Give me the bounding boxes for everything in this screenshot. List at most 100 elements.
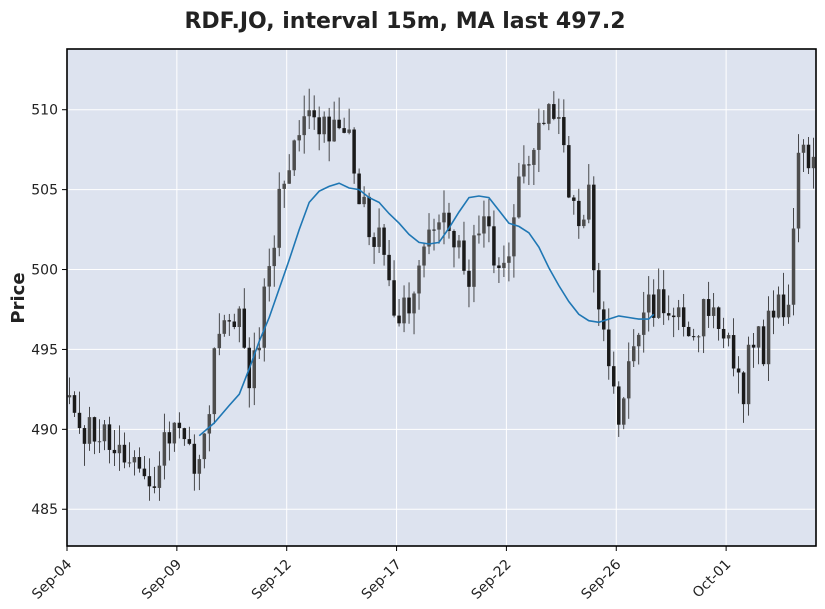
candle-body: [142, 468, 147, 477]
candle: [661, 270, 666, 325]
candle: [157, 451, 162, 501]
candle-body: [472, 235, 476, 287]
candle: [147, 458, 152, 501]
candle: [222, 314, 227, 337]
candle: [457, 234, 461, 259]
candle-body: [197, 459, 202, 474]
candle-body: [746, 344, 751, 405]
candle-body: [437, 222, 441, 230]
candle-body: [786, 304, 791, 318]
y-axis-label: Price: [8, 272, 29, 323]
x-tick-label: Sep-22: [469, 557, 515, 603]
candle: [612, 351, 616, 394]
candle-body: [92, 417, 97, 442]
candle: [372, 232, 376, 264]
candle: [307, 88, 311, 129]
candle-body: [382, 227, 386, 255]
candle: [587, 164, 591, 224]
candle: [656, 268, 661, 319]
candle-body: [627, 361, 631, 399]
candle: [552, 91, 556, 121]
candle-body: [447, 212, 451, 231]
candle: [397, 298, 401, 327]
moving-average-line: [198, 182, 655, 437]
candle: [142, 455, 147, 480]
candle: [227, 313, 232, 336]
candle: [317, 106, 321, 151]
candle-body: [631, 346, 636, 362]
candle-body: [691, 336, 696, 338]
candle: [746, 336, 751, 416]
candle: [686, 321, 691, 337]
candle-body: [522, 164, 526, 177]
candle-body: [352, 129, 356, 174]
candle: [377, 208, 381, 254]
candle-body: [512, 217, 516, 257]
candle: [721, 317, 726, 349]
candle: [177, 412, 182, 439]
candle-body: [137, 457, 142, 469]
candle: [242, 288, 247, 349]
candle: [582, 214, 586, 229]
candle-body: [207, 414, 212, 434]
candle: [437, 214, 441, 244]
candle: [287, 154, 291, 184]
candle: [462, 221, 466, 275]
candle: [537, 108, 541, 173]
candle-body: [502, 262, 506, 269]
candle: [122, 432, 127, 469]
candle-body: [127, 462, 132, 464]
candle: [337, 97, 341, 130]
candle-body: [592, 184, 596, 271]
candle: [497, 257, 501, 283]
candle: [252, 332, 256, 406]
candle-body: [87, 417, 92, 444]
candle: [696, 335, 701, 353]
candle-body: [372, 237, 376, 247]
candle-body: [67, 395, 72, 398]
candle: [262, 278, 266, 362]
candle-body: [392, 280, 396, 316]
candle: [232, 313, 237, 330]
candle: [806, 137, 811, 175]
candle: [527, 155, 531, 186]
candle-body: [801, 144, 806, 153]
candle-body: [202, 433, 207, 460]
candle: [597, 262, 601, 326]
candle-body: [317, 117, 321, 135]
candle: [706, 281, 711, 328]
candle: [152, 466, 157, 494]
candle: [302, 95, 306, 154]
candle-body: [651, 294, 656, 318]
candle-body: [432, 229, 436, 231]
candle: [367, 192, 371, 246]
candle: [592, 176, 596, 293]
candle: [622, 396, 626, 430]
candle: [107, 416, 112, 464]
candle: [77, 391, 82, 434]
candle-body: [542, 122, 546, 124]
candle-body: [427, 229, 431, 247]
candle-body: [97, 441, 102, 443]
candle: [327, 107, 331, 162]
candle-body: [482, 216, 486, 234]
candle-body: [417, 265, 421, 294]
candle: [646, 276, 651, 332]
candle: [651, 279, 656, 327]
candle: [267, 248, 271, 302]
candle: [731, 318, 736, 377]
candle-body: [761, 326, 766, 365]
candle-body: [671, 315, 676, 318]
y-axis: 485 490 495 500 505 510: [31, 103, 67, 518]
candle-body: [766, 310, 771, 365]
candle-body: [572, 197, 576, 201]
candle: [627, 342, 631, 419]
candle: [67, 377, 72, 405]
candle: [691, 328, 696, 341]
candle-body: [607, 329, 611, 367]
candle: [112, 430, 117, 466]
candle: [666, 295, 671, 321]
plot-frame: [66, 48, 817, 547]
candle: [352, 127, 356, 184]
candle: [726, 332, 731, 347]
